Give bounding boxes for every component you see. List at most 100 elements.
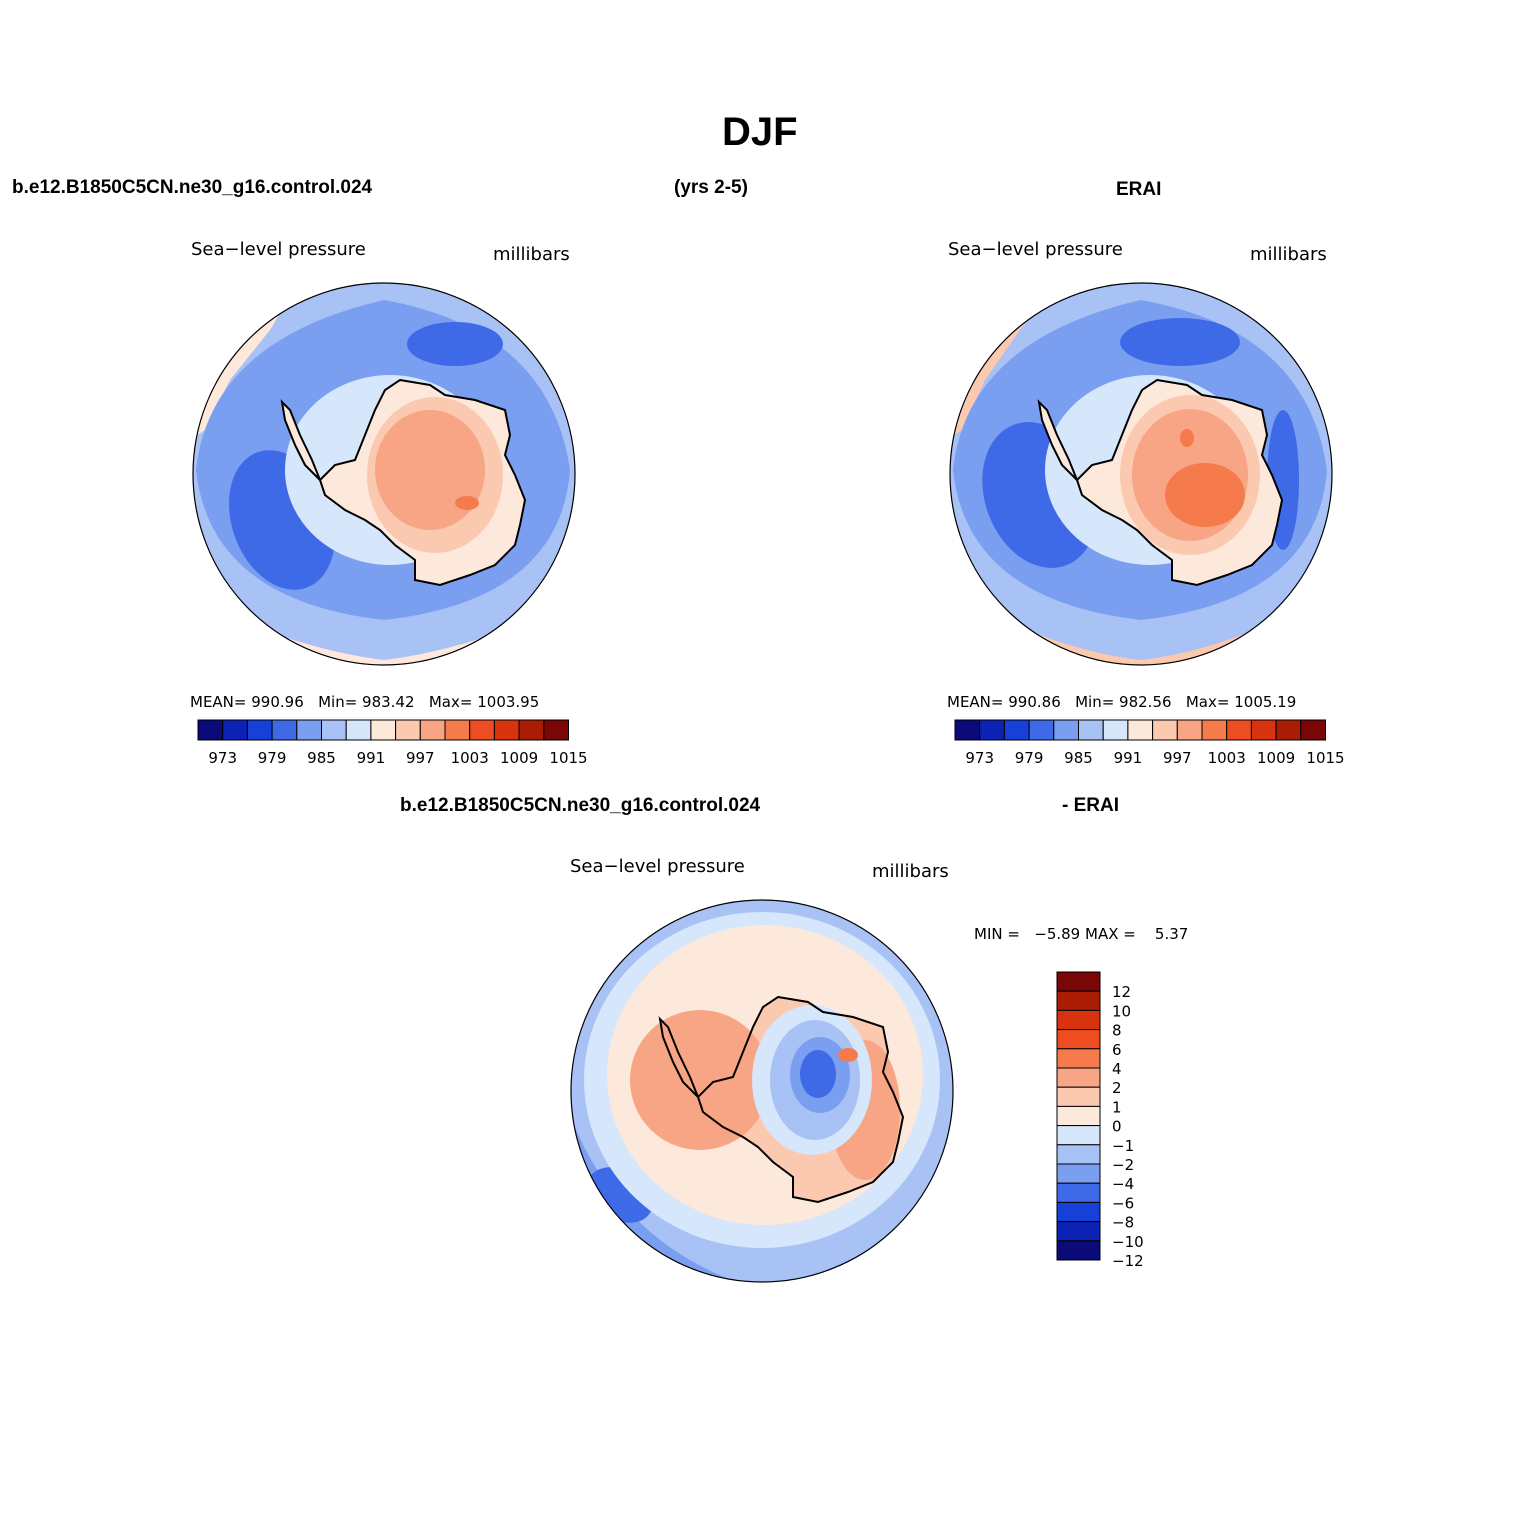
obs-max-label: Max=	[1185, 693, 1230, 711]
model-colorbar-box	[271, 719, 298, 741]
obs-colorbar-box	[1053, 719, 1080, 741]
model-colorbar-box	[395, 719, 421, 741]
obs-variable-label: Sea−level pressure	[948, 239, 1123, 260]
obs-stats: MEAN= 990.86 Min= 982.56 Max= 1005.19	[947, 693, 1296, 711]
difference-colorbar-tick-label: 12	[1112, 983, 1131, 1001]
obs-colorbar-box	[1102, 719, 1129, 741]
difference-colorbar-box	[1056, 1048, 1101, 1069]
diff-max-label: MAX =	[1085, 925, 1136, 943]
diff-stats: MIN = −5.89 MAX = 5.37	[974, 925, 1188, 943]
difference-colorbar-tick-label: −6	[1112, 1194, 1134, 1212]
obs-colorbar-tick-label: 991	[1114, 749, 1143, 767]
model-min-value: 983.42	[362, 693, 415, 711]
obs-mean-value: 990.86	[1008, 693, 1061, 711]
difference-colorbar-box	[1056, 1163, 1101, 1184]
obs-colorbar-tick-label: 1015	[1306, 749, 1344, 767]
obs-colorbar-box	[1028, 719, 1055, 741]
obs-colorbar-box	[954, 719, 981, 741]
difference-colorbar-tick-label: −10	[1112, 1233, 1144, 1251]
obs-colorbar-tick-label: 997	[1163, 749, 1192, 767]
difference-colorbar-tick-label: −8	[1112, 1214, 1134, 1232]
difference-colorbar-box	[1056, 1067, 1101, 1088]
obs-name: ERAI	[1116, 179, 1162, 200]
difference-colorbar-tick-label: 2	[1112, 1079, 1122, 1097]
obs-colorbar-tick-label: 1003	[1208, 749, 1246, 767]
obs-colorbar-box	[979, 719, 1005, 741]
model-stats: MEAN= 990.96 Min= 983.42 Max= 1003.95	[190, 693, 539, 711]
model-colorbar-box	[345, 719, 372, 741]
obs-colorbar-tick-label: 1009	[1257, 749, 1295, 767]
model-colorbar: 973 979 985 991 997 1003 1009 1015	[197, 719, 588, 767]
obs-colorbar-box	[1003, 719, 1030, 741]
model-colorbar-tick-label: 1009	[500, 749, 538, 767]
model-colorbar-box	[419, 719, 446, 741]
difference-colorbar-box	[1056, 1240, 1101, 1261]
years-label: (yrs 2-5)	[674, 177, 748, 198]
model-colorbar-box	[197, 719, 224, 741]
difference-colorbar-tick-label: −2	[1112, 1156, 1134, 1174]
model-colorbar-box	[493, 719, 520, 741]
obs-colorbar-tick-label: 985	[1064, 749, 1093, 767]
case-name: b.e12.B1850C5CN.ne30_g16.control.024	[12, 177, 373, 198]
model-colorbar-box	[543, 719, 569, 741]
obs-colorbar-box	[1176, 719, 1203, 741]
difference-colorbar-box	[1056, 1125, 1101, 1146]
obs-colorbar-box	[1275, 719, 1302, 741]
obs-colorbar-box	[1250, 719, 1277, 741]
obs-min-label: Min=	[1075, 693, 1115, 711]
diff-min-value: −5.89	[1034, 925, 1081, 943]
model-colorbar-box	[370, 719, 397, 741]
diff-case-name: b.e12.B1850C5CN.ne30_g16.control.024	[400, 795, 761, 816]
model-colorbar-tick-label: 1015	[549, 749, 587, 767]
difference-colorbar-box	[1056, 1201, 1101, 1223]
obs-min-value: 982.56	[1119, 693, 1172, 711]
model-map	[193, 283, 575, 665]
model-colorbar-box	[296, 719, 322, 741]
difference-colorbar-tick-label: 4	[1112, 1060, 1122, 1078]
obs-colorbar-tick-label: 979	[1015, 749, 1044, 767]
difference-colorbar-tick-label: 1	[1112, 1098, 1122, 1116]
model-colorbar-tick-label: 973	[208, 749, 237, 767]
obs-mean-label: MEAN=	[947, 693, 1004, 711]
model-colorbar-tick-label: 1003	[451, 749, 489, 767]
difference-colorbar-box	[1056, 971, 1101, 992]
difference-colorbar-box	[1056, 1029, 1101, 1050]
model-min-label: Min=	[318, 693, 358, 711]
model-units-label: millibars	[493, 244, 570, 265]
difference-colorbar-box	[1056, 1086, 1101, 1107]
model-colorbar-box	[222, 719, 248, 741]
model-mean-value: 990.96	[251, 693, 304, 711]
obs-colorbar: 973 979 985 991 997 1003 1009 1015	[954, 719, 1345, 767]
difference-colorbar-box	[1056, 990, 1101, 1011]
obs-colorbar-box	[1300, 719, 1327, 741]
difference-colorbar-tick-label: −12	[1112, 1252, 1144, 1270]
diff-variable-label: Sea−level pressure	[570, 856, 745, 877]
model-colorbar-tick-label: 979	[258, 749, 287, 767]
obs-colorbar-tick-label: 973	[965, 749, 994, 767]
difference-colorbar-box	[1056, 1105, 1101, 1127]
main-title: DJF	[722, 110, 798, 154]
obs-colorbar-box	[1201, 719, 1228, 741]
obs-colorbar-box	[1152, 719, 1178, 741]
model-colorbar-box	[518, 719, 545, 741]
model-colorbar-box	[246, 719, 273, 741]
difference-colorbar-box	[1056, 1221, 1101, 1242]
model-colorbar-tick-label: 985	[307, 749, 336, 767]
diff-min-label: MIN =	[974, 925, 1020, 943]
obs-units-label: millibars	[1250, 244, 1327, 265]
model-colorbar-box	[469, 719, 495, 741]
obs-colorbar-box	[1226, 719, 1252, 741]
model-max-value: 1003.95	[477, 693, 540, 711]
model-max-label: Max=	[428, 693, 473, 711]
difference-colorbar-tick-label: −4	[1112, 1175, 1134, 1193]
model-mean-label: MEAN=	[190, 693, 247, 711]
diff-units-label: millibars	[872, 861, 949, 882]
model-variable-label: Sea−level pressure	[191, 239, 366, 260]
difference-colorbar-tick-label: −1	[1112, 1137, 1134, 1155]
model-colorbar-box	[444, 719, 471, 741]
obs-colorbar-box	[1127, 719, 1154, 741]
difference-colorbar-tick-label: 6	[1112, 1041, 1122, 1059]
difference-colorbar-tick-label: 8	[1112, 1022, 1122, 1040]
